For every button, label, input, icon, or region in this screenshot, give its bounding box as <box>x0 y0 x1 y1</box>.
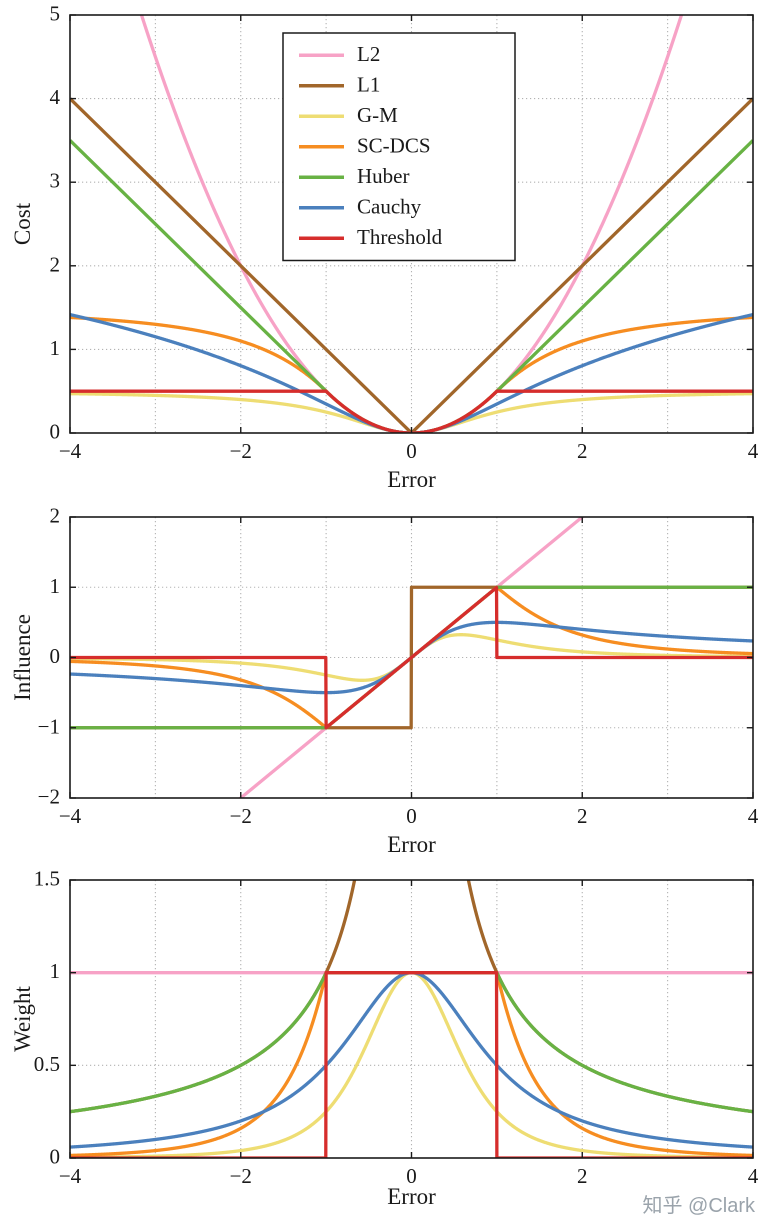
influence-chart-canvas <box>0 500 765 865</box>
watermark: 知乎 @Clark <box>642 1189 755 1218</box>
cost-chart-canvas <box>0 0 765 500</box>
watermark-text: 知乎 @Clark <box>642 1195 755 1217</box>
cost-chart <box>0 0 765 500</box>
weight-chart-canvas <box>0 865 765 1232</box>
weight-chart <box>0 865 765 1232</box>
influence-chart <box>0 500 765 865</box>
